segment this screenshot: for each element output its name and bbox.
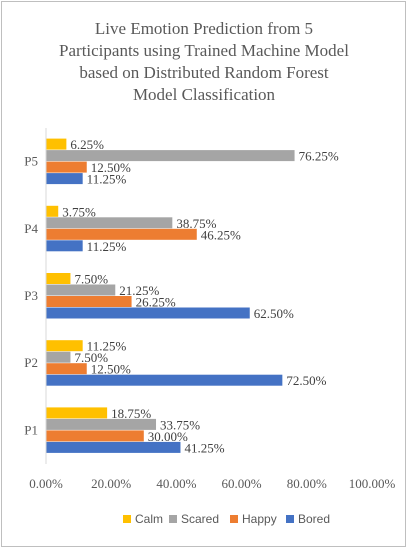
legend-label-happy: Happy — [242, 512, 277, 526]
bar-bored-p5 — [46, 173, 83, 185]
x-tick-label: 40.00% — [156, 476, 196, 491]
bar-calm-p1 — [46, 407, 108, 419]
data-label-calm-p5: 6.25% — [70, 137, 104, 152]
data-labels: 18.75%33.75%30.00%41.25%11.25%7.50%12.50… — [62, 137, 339, 455]
bar-calm-p3 — [46, 273, 71, 284]
bar-happy-p1 — [46, 430, 144, 442]
data-label-scared-p5: 76.25% — [299, 149, 339, 164]
bar-bored-p3 — [46, 307, 250, 319]
data-label-bored-p5: 11.25% — [87, 172, 127, 187]
bar-happy-p4 — [46, 228, 197, 240]
legend-label-calm: Calm — [135, 512, 163, 526]
bars — [46, 138, 295, 453]
bar-bored-p4 — [46, 240, 83, 252]
legend-swatch-calm — [123, 515, 131, 523]
data-label-bored-p4: 11.25% — [87, 239, 127, 254]
bar-happy-p3 — [46, 296, 132, 307]
bar-bored-p2 — [46, 374, 283, 386]
data-label-happy-p4: 46.25% — [201, 227, 241, 242]
data-label-bored-p3: 62.50% — [254, 306, 294, 321]
bar-calm-p5 — [46, 138, 67, 150]
y-axis-categories: P1 P2 P3 P4 P5 — [24, 154, 38, 438]
bar-scared-p5 — [46, 150, 295, 162]
x-axis-ticks: 0.00% 20.00% 40.00% 60.00% 80.00% 100.00% — [29, 476, 395, 491]
bar-calm-p2 — [46, 340, 83, 352]
chart-title: Live Emotion Prediction from 5 Participan… — [59, 19, 349, 104]
category-label-p1: P1 — [24, 422, 38, 437]
category-label-p5: P5 — [24, 154, 38, 169]
category-label-p3: P3 — [24, 288, 38, 303]
bar-happy-p2 — [46, 363, 87, 375]
chart-title-line: Model Classification — [133, 85, 276, 104]
legend-label-bored: Bored — [298, 512, 330, 526]
x-tick-label: 100.00% — [349, 476, 396, 491]
data-label-calm-p3: 7.50% — [74, 272, 108, 287]
chart-title-line: based on Distributed Random Forest — [79, 63, 329, 82]
data-label-calm-p1: 18.75% — [111, 406, 151, 421]
x-tick-label: 80.00% — [287, 476, 327, 491]
bar-scared-p3 — [46, 284, 116, 296]
bar-bored-p1 — [46, 441, 181, 453]
data-label-scared-p2: 7.50% — [74, 350, 108, 365]
bar-scared-p1 — [46, 418, 157, 430]
data-label-happy-p2: 12.50% — [91, 362, 131, 377]
bar-happy-p5 — [46, 161, 87, 173]
data-label-bored-p1: 41.25% — [184, 440, 224, 455]
data-label-happy-p3: 26.25% — [136, 295, 176, 310]
category-label-p4: P4 — [24, 221, 38, 236]
data-label-scared-p1: 33.75% — [160, 417, 200, 432]
bar-scared-p2 — [46, 351, 71, 363]
legend-swatch-scared — [169, 515, 177, 523]
data-label-happy-p5: 12.50% — [91, 160, 131, 175]
data-label-bored-p2: 72.50% — [286, 373, 326, 388]
legend-label-scared: Scared — [181, 512, 219, 526]
data-label-scared-p3: 21.25% — [119, 283, 159, 298]
chart-title-line: Live Emotion Prediction from 5 — [95, 19, 313, 38]
bar-scared-p4 — [46, 217, 173, 229]
x-tick-label: 60.00% — [222, 476, 262, 491]
data-label-happy-p1: 30.00% — [148, 429, 188, 444]
category-label-p2: P2 — [24, 355, 38, 370]
data-label-calm-p2: 11.25% — [87, 339, 127, 354]
data-label-scared-p4: 38.75% — [176, 216, 216, 231]
legend: Calm Scared Happy Bored — [123, 512, 330, 526]
legend-swatch-bored — [286, 515, 294, 523]
x-tick-label: 20.00% — [91, 476, 131, 491]
x-tick-label: 0.00% — [29, 476, 63, 491]
data-label-calm-p4: 3.75% — [62, 204, 96, 219]
chart-title-line: Participants using Trained Machine Model — [59, 41, 349, 60]
legend-swatch-happy — [230, 515, 238, 523]
bar-calm-p4 — [46, 205, 59, 217]
